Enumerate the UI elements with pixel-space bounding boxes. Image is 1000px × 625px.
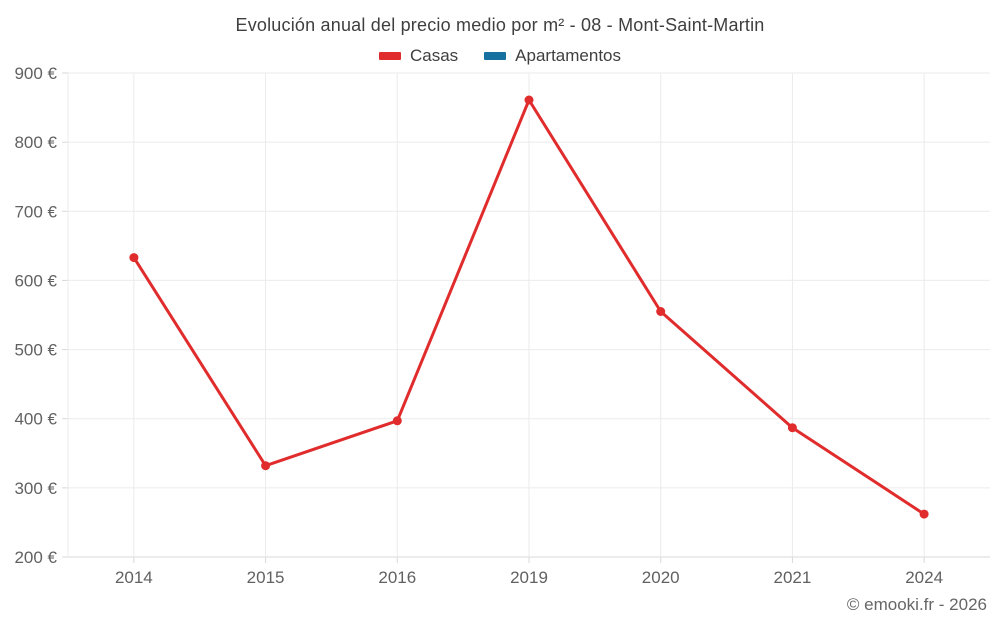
x-axis-label-2016: 2016 [378,568,416,587]
copyright-credit: © emooki.fr - 2026 [846,595,987,614]
x-axis-label-2021: 2021 [774,568,812,587]
y-axis-label: 300 € [14,479,57,498]
y-axis-label: 800 € [14,133,57,152]
data-point-casas-2020[interactable] [656,307,666,316]
x-axis-label-2014: 2014 [115,568,153,587]
data-point-casas-2016[interactable] [392,416,402,426]
legend-label-apartamentos: Apartamentos [515,46,622,65]
x-axis-label-2020: 2020 [642,568,680,587]
chart-title: Evolución anual del precio medio por m² … [235,15,765,35]
x-axis-label-2019: 2019 [510,568,548,587]
y-axis-label: 200 € [14,548,57,567]
data-point-casas-2014[interactable] [129,253,139,263]
apartamentos-swatch-icon [484,52,507,60]
y-axis-label: 700 € [14,202,57,221]
x-axis-label-2015: 2015 [247,568,285,587]
legend-label-casas: Casas [409,46,459,65]
y-axis-label: 500 € [14,341,57,360]
data-point-casas-2015[interactable] [261,461,271,471]
x-axis-label-2024: 2024 [905,568,943,587]
data-point-casas-2019[interactable] [524,95,534,105]
data-point-casas-2024[interactable] [919,509,929,519]
y-axis-label: 600 € [14,271,57,290]
legend: Casas Apartamentos [0,46,1000,66]
legend-item-apartamentos[interactable]: Apartamentos [484,46,621,66]
casas-swatch-icon [378,52,401,60]
y-axis-label: 400 € [14,410,57,429]
legend-item-casas[interactable]: Casas [378,46,459,66]
data-point-casas-2021[interactable] [787,423,797,433]
y-axis-label: 900 € [14,64,57,83]
